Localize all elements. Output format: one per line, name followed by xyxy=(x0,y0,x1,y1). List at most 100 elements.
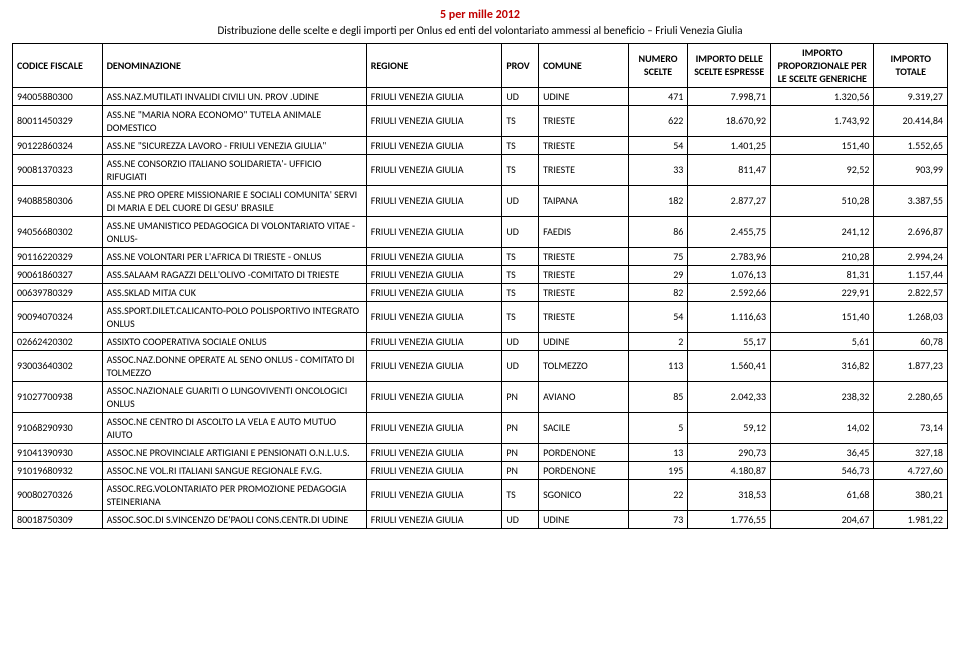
cell-reg: FRIULI VENEZIA GIULIA xyxy=(366,136,502,154)
cell-ide: 4.180,87 xyxy=(688,461,771,479)
cell-ipg: 204,67 xyxy=(771,510,874,528)
cell-ns: 13 xyxy=(628,443,688,461)
cell-ipg: 151,40 xyxy=(771,136,874,154)
cell-com: SGONICO xyxy=(539,479,629,510)
cell-ide: 1.076,13 xyxy=(688,265,771,283)
cell-ns: 5 xyxy=(628,412,688,443)
cell-com: AVIANO xyxy=(539,381,629,412)
table-row: 91019680932ASSOC.NE VOL.RI ITALIANI SANG… xyxy=(13,461,948,479)
cell-prov: UD xyxy=(502,185,539,216)
cell-ns: 195 xyxy=(628,461,688,479)
cell-cf: 94005880300 xyxy=(13,87,103,105)
cell-it: 903,99 xyxy=(874,154,948,185)
cell-prov: UD xyxy=(502,87,539,105)
cell-ipg: 238,32 xyxy=(771,381,874,412)
cell-ide: 2.783,96 xyxy=(688,247,771,265)
cell-reg: FRIULI VENEZIA GIULIA xyxy=(366,381,502,412)
cell-it: 20.414,84 xyxy=(874,105,948,136)
cell-ipg: 241,12 xyxy=(771,216,874,247)
page-subtitle: Distribuzione delle scelte e degli impor… xyxy=(12,24,948,37)
cell-reg: FRIULI VENEZIA GIULIA xyxy=(366,265,502,283)
cell-ide: 55,17 xyxy=(688,332,771,350)
cell-ide: 2.877,27 xyxy=(688,185,771,216)
col-header-ipg: IMPORTO PROPORZIONALE PER LE SCELTE GENE… xyxy=(771,43,874,87)
cell-cf: 02662420302 xyxy=(13,332,103,350)
table-row: 80018750309ASSOC.SOC.DI S.VINCENZO DE'PA… xyxy=(13,510,948,528)
table-row: 94088580306ASS.NE PRO OPERE MISSIONARIE … xyxy=(13,185,948,216)
cell-cf: 94056680302 xyxy=(13,216,103,247)
table-row: 91041390930ASSOC.NE PROVINCIALE ARTIGIAN… xyxy=(13,443,948,461)
cell-com: PORDENONE xyxy=(539,461,629,479)
cell-ide: 59,12 xyxy=(688,412,771,443)
cell-it: 2.822,57 xyxy=(874,283,948,301)
cell-ide: 318,53 xyxy=(688,479,771,510)
cell-cf: 90094070324 xyxy=(13,301,103,332)
cell-ipg: 210,28 xyxy=(771,247,874,265)
cell-den: ASSOC.NE PROVINCIALE ARTIGIANI E PENSION… xyxy=(102,443,366,461)
cell-it: 1.268,03 xyxy=(874,301,948,332)
cell-ipg: 510,28 xyxy=(771,185,874,216)
cell-ns: 182 xyxy=(628,185,688,216)
cell-it: 9.319,27 xyxy=(874,87,948,105)
cell-den: ASS.NE CONSORZIO ITALIANO SOLIDARIETA'- … xyxy=(102,154,366,185)
cell-com: TOLMEZZO xyxy=(539,350,629,381)
cell-cf: 94088580306 xyxy=(13,185,103,216)
data-table: CODICE FISCALE DENOMINAZIONE REGIONE PRO… xyxy=(12,43,948,529)
cell-den: ASS.SPORT.DILET.CALICANTO-POLO POLISPORT… xyxy=(102,301,366,332)
col-header-ide: IMPORTO DELLE SCELTE ESPRESSE xyxy=(688,43,771,87)
cell-ide: 18.670,92 xyxy=(688,105,771,136)
cell-cf: 91019680932 xyxy=(13,461,103,479)
cell-reg: FRIULI VENEZIA GIULIA xyxy=(366,510,502,528)
cell-prov: UD xyxy=(502,510,539,528)
cell-it: 380,21 xyxy=(874,479,948,510)
cell-com: TRIESTE xyxy=(539,283,629,301)
cell-ipg: 36,45 xyxy=(771,443,874,461)
cell-prov: TS xyxy=(502,479,539,510)
cell-reg: FRIULI VENEZIA GIULIA xyxy=(366,105,502,136)
cell-reg: FRIULI VENEZIA GIULIA xyxy=(366,283,502,301)
cell-prov: PN xyxy=(502,443,539,461)
cell-prov: UD xyxy=(502,216,539,247)
cell-it: 2.994,24 xyxy=(874,247,948,265)
col-header-it: IMPORTO TOTALE xyxy=(874,43,948,87)
table-row: 02662420302ASSIXTO COOPERATIVA SOCIALE O… xyxy=(13,332,948,350)
cell-it: 2.280,65 xyxy=(874,381,948,412)
cell-cf: 91027700938 xyxy=(13,381,103,412)
table-row: 90116220329ASS.NE VOLONTARI PER L'AFRICA… xyxy=(13,247,948,265)
cell-den: ASSOC.NE CENTRO DI ASCOLTO LA VELA E AUT… xyxy=(102,412,366,443)
cell-den: ASS.NE VOLONTARI PER L'AFRICA DI TRIESTE… xyxy=(102,247,366,265)
cell-cf: 91041390930 xyxy=(13,443,103,461)
cell-it: 327,18 xyxy=(874,443,948,461)
table-row: 90080270326ASSOC.REG.VOLONTARIATO PER PR… xyxy=(13,479,948,510)
cell-den: ASS.NE UMANISTICO PEDAGOGICA DI VOLONTAR… xyxy=(102,216,366,247)
cell-prov: TS xyxy=(502,105,539,136)
table-row: 90081370323ASS.NE CONSORZIO ITALIANO SOL… xyxy=(13,154,948,185)
table-row: 91027700938ASSOC.NAZIONALE GUARITI O LUN… xyxy=(13,381,948,412)
table-row: 90122860324ASS.NE "SICUREZZA LAVORO - FR… xyxy=(13,136,948,154)
page-title: 5 per mille 2012 xyxy=(12,8,948,24)
cell-ns: 85 xyxy=(628,381,688,412)
cell-it: 60,78 xyxy=(874,332,948,350)
cell-it: 4.727,60 xyxy=(874,461,948,479)
cell-cf: 80011450329 xyxy=(13,105,103,136)
cell-com: TRIESTE xyxy=(539,265,629,283)
col-header-com: COMUNE xyxy=(539,43,629,87)
cell-ipg: 229,91 xyxy=(771,283,874,301)
cell-ns: 82 xyxy=(628,283,688,301)
cell-reg: FRIULI VENEZIA GIULIA xyxy=(366,87,502,105)
table-row: 00639780329ASS.SKLAD MITJA CUKFRIULI VEN… xyxy=(13,283,948,301)
cell-ipg: 14,02 xyxy=(771,412,874,443)
cell-ipg: 151,40 xyxy=(771,301,874,332)
cell-it: 1.981,22 xyxy=(874,510,948,528)
table-row: 93003640302ASSOC.NAZ.DONNE OPERATE AL SE… xyxy=(13,350,948,381)
col-header-reg: REGIONE xyxy=(366,43,502,87)
cell-com: UDINE xyxy=(539,510,629,528)
cell-com: TRIESTE xyxy=(539,301,629,332)
cell-ide: 7.998,71 xyxy=(688,87,771,105)
table-row: 91068290930ASSOC.NE CENTRO DI ASCOLTO LA… xyxy=(13,412,948,443)
cell-reg: FRIULI VENEZIA GIULIA xyxy=(366,216,502,247)
cell-ide: 1.560,41 xyxy=(688,350,771,381)
cell-it: 1.552,65 xyxy=(874,136,948,154)
cell-ns: 73 xyxy=(628,510,688,528)
cell-cf: 90081370323 xyxy=(13,154,103,185)
